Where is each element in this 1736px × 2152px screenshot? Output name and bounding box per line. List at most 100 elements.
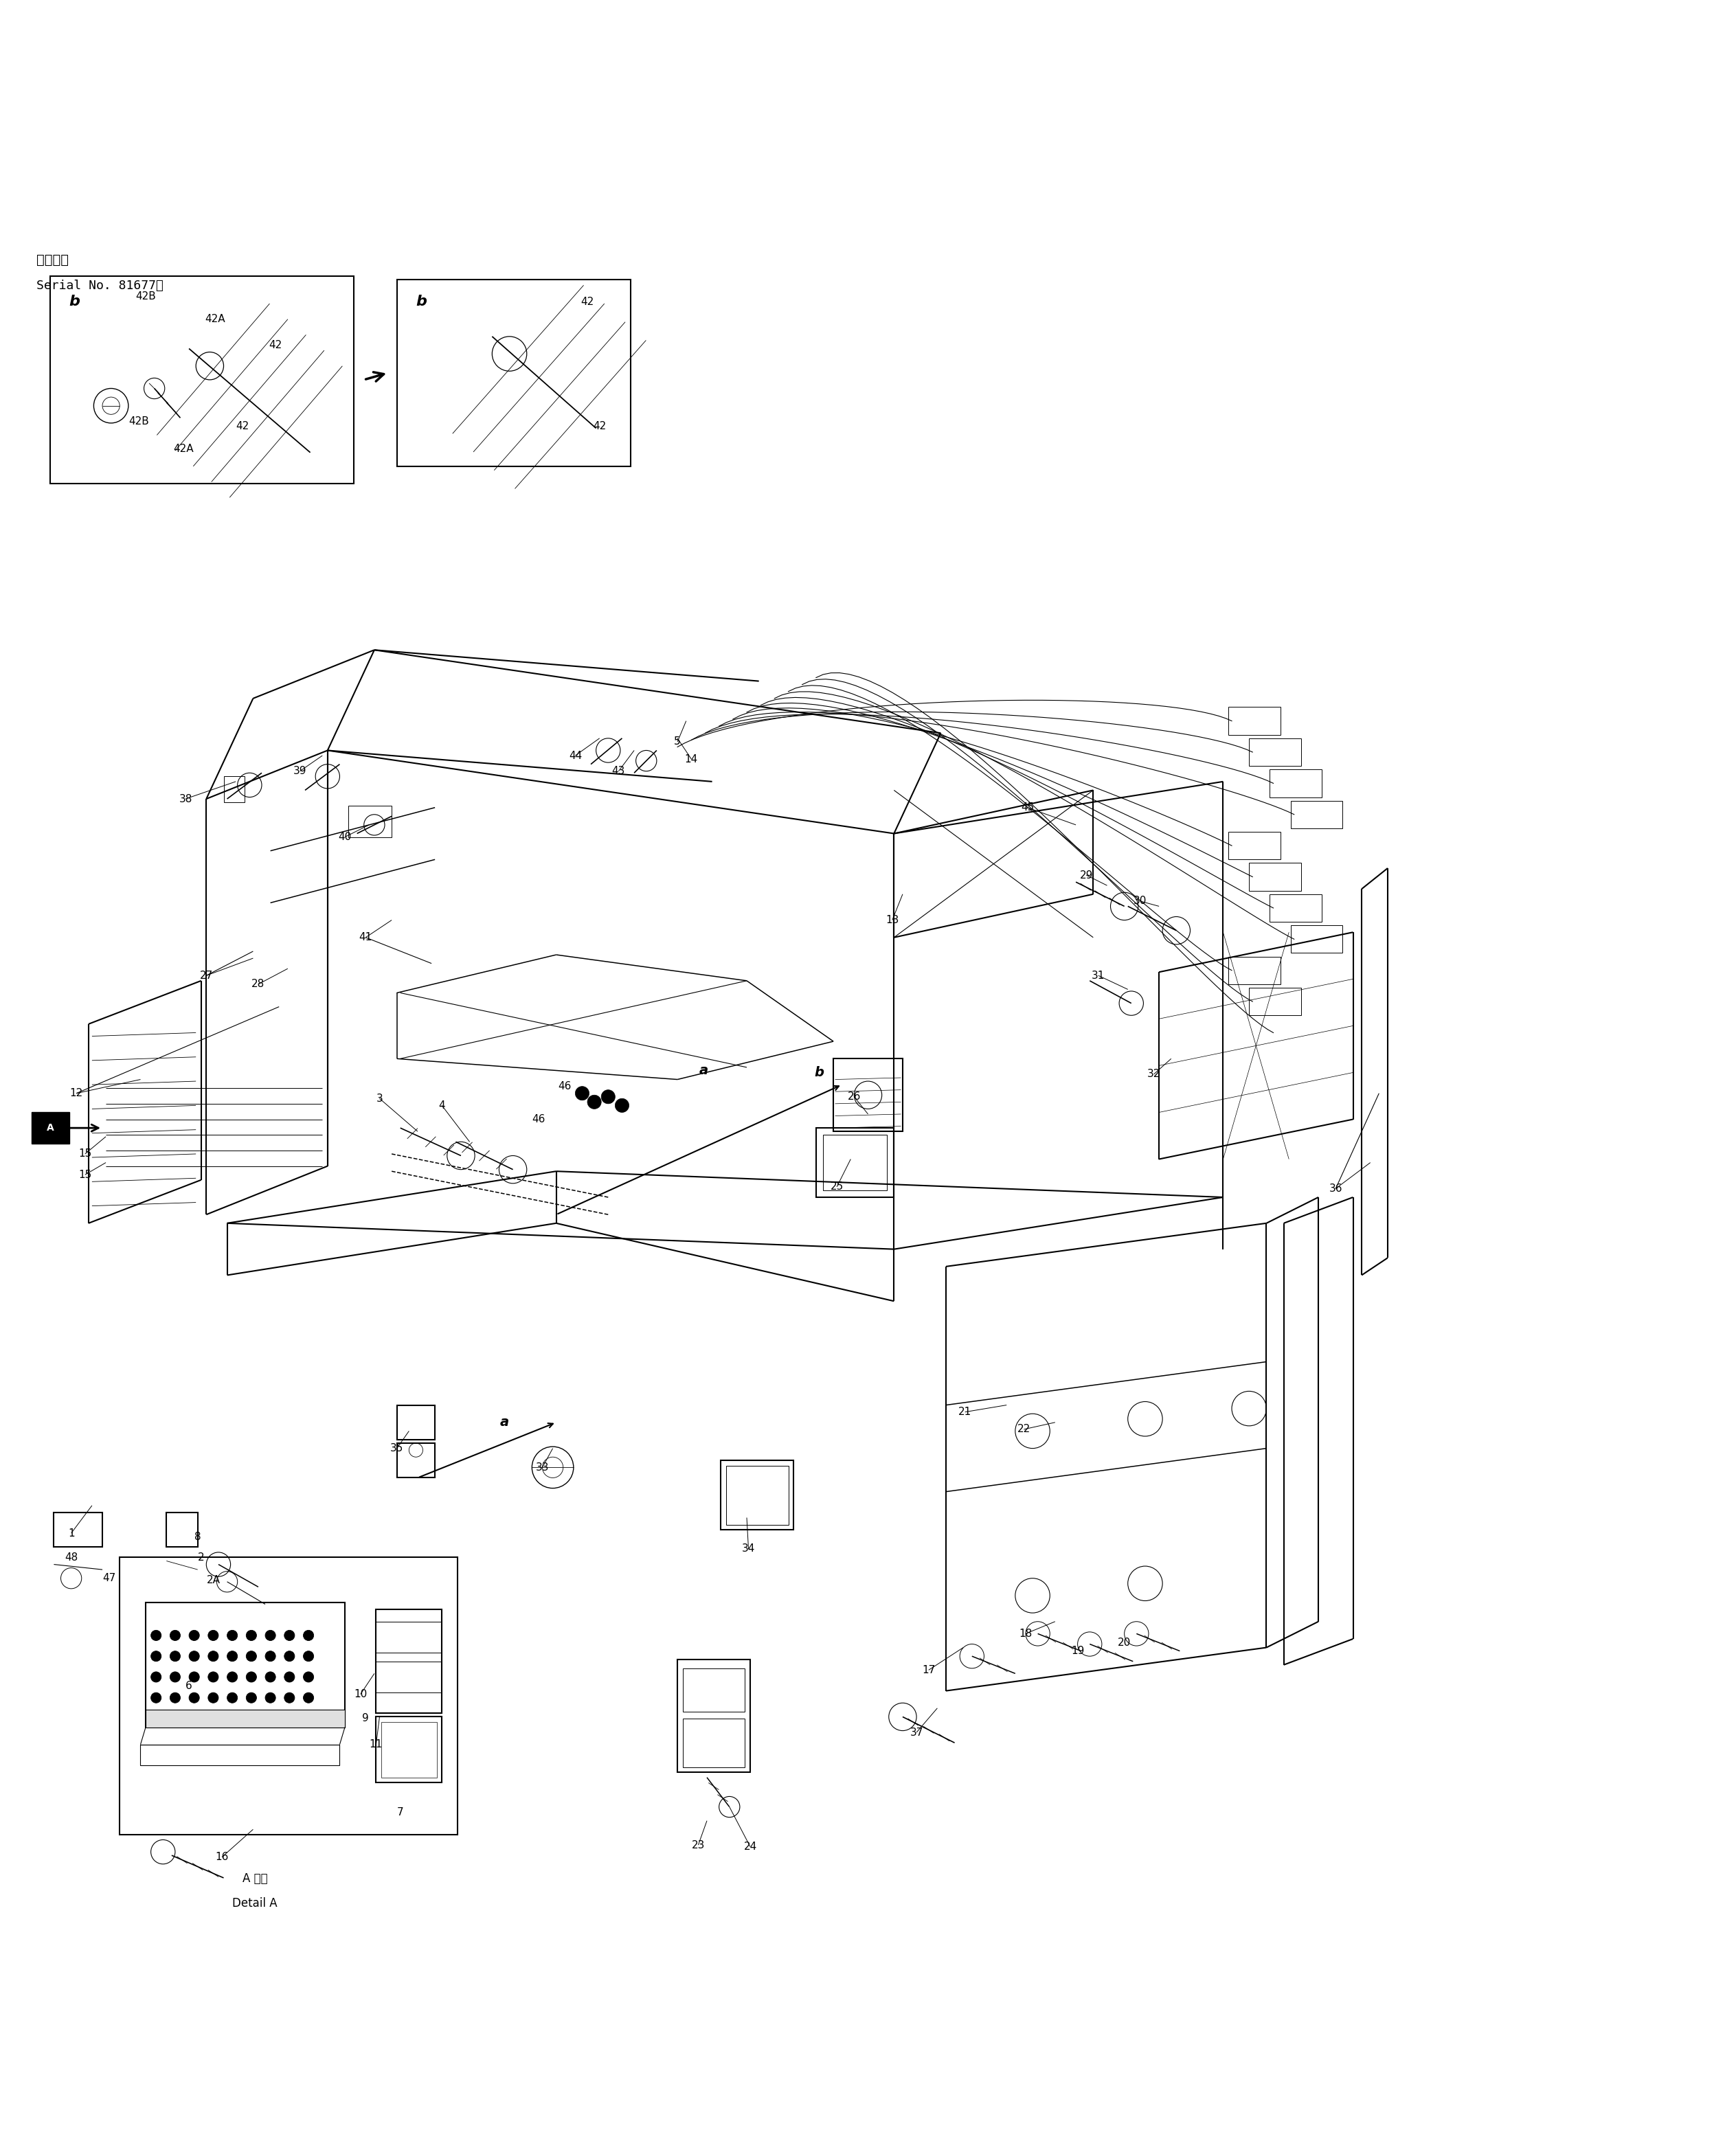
Circle shape <box>304 1672 314 1683</box>
Bar <box>682 1719 745 1767</box>
Text: 20: 20 <box>1118 1638 1130 1648</box>
FancyBboxPatch shape <box>31 1113 69 1143</box>
Circle shape <box>266 1713 276 1724</box>
Bar <box>1269 893 1321 921</box>
Circle shape <box>247 1651 257 1661</box>
Text: 42A: 42A <box>174 443 194 454</box>
Text: b: b <box>415 295 427 308</box>
Text: 37: 37 <box>910 1728 924 1737</box>
Text: 46: 46 <box>559 1080 571 1091</box>
Bar <box>377 1661 443 1694</box>
Bar <box>146 1603 345 1728</box>
Text: 17: 17 <box>922 1666 936 1674</box>
Bar <box>816 1128 894 1197</box>
Bar <box>146 1711 345 1728</box>
Text: 29: 29 <box>1080 869 1094 880</box>
Text: Serial No. 81677～: Serial No. 81677～ <box>36 280 163 293</box>
Circle shape <box>601 1089 615 1104</box>
Circle shape <box>189 1672 200 1683</box>
Bar <box>823 1134 887 1190</box>
Circle shape <box>285 1694 295 1702</box>
Circle shape <box>266 1672 276 1683</box>
Circle shape <box>304 1713 314 1724</box>
Bar <box>1290 801 1342 829</box>
Text: 47: 47 <box>102 1573 116 1584</box>
Bar <box>398 1405 436 1440</box>
Text: 48: 48 <box>64 1552 78 1562</box>
Circle shape <box>189 1631 200 1640</box>
Bar <box>726 1466 788 1524</box>
Text: 35: 35 <box>391 1444 403 1453</box>
Text: 46: 46 <box>533 1115 545 1125</box>
Bar <box>382 1722 437 1778</box>
Bar <box>167 1513 198 1547</box>
Circle shape <box>615 1098 628 1113</box>
Bar <box>1229 833 1279 859</box>
Text: 18: 18 <box>1019 1629 1033 1640</box>
Bar <box>141 1745 340 1765</box>
Text: 44: 44 <box>569 751 582 762</box>
Text: 7: 7 <box>398 1808 403 1816</box>
Circle shape <box>151 1672 161 1683</box>
Bar <box>377 1610 443 1713</box>
Text: 14: 14 <box>684 753 698 764</box>
Bar <box>1250 988 1300 1016</box>
Circle shape <box>208 1694 219 1702</box>
Text: 39: 39 <box>293 766 307 777</box>
Circle shape <box>304 1694 314 1702</box>
Text: a: a <box>500 1416 509 1429</box>
Bar <box>1250 863 1300 891</box>
Text: 2A: 2A <box>207 1575 220 1586</box>
Text: b: b <box>814 1065 825 1078</box>
Bar <box>833 1059 903 1132</box>
Text: 適用号機: 適用号機 <box>36 254 69 267</box>
Text: 42B: 42B <box>128 415 149 426</box>
Circle shape <box>189 1694 200 1702</box>
Text: 21: 21 <box>958 1407 972 1418</box>
Text: 42: 42 <box>236 422 250 433</box>
Text: 33: 33 <box>536 1461 549 1472</box>
Text: 28: 28 <box>252 979 266 990</box>
Bar <box>1290 925 1342 953</box>
Circle shape <box>227 1713 238 1724</box>
Circle shape <box>151 1694 161 1702</box>
Bar <box>1250 738 1300 766</box>
Circle shape <box>266 1651 276 1661</box>
Text: 38: 38 <box>179 794 193 805</box>
Bar <box>224 777 245 803</box>
Text: 42: 42 <box>582 297 594 308</box>
Bar <box>1229 708 1279 734</box>
Text: 5: 5 <box>674 736 681 747</box>
Circle shape <box>227 1672 238 1683</box>
Bar <box>398 1444 436 1478</box>
Text: 32: 32 <box>1147 1070 1160 1080</box>
Circle shape <box>266 1694 276 1702</box>
Bar <box>677 1659 750 1773</box>
Circle shape <box>151 1713 161 1724</box>
Circle shape <box>208 1631 219 1640</box>
Text: 24: 24 <box>743 1842 757 1853</box>
Circle shape <box>247 1672 257 1683</box>
Circle shape <box>189 1713 200 1724</box>
Circle shape <box>170 1713 181 1724</box>
Text: 45: 45 <box>1021 803 1035 813</box>
Text: 10: 10 <box>354 1689 366 1700</box>
Text: 2: 2 <box>198 1552 205 1562</box>
Text: 40: 40 <box>339 833 351 841</box>
Text: 13: 13 <box>885 915 899 925</box>
Bar <box>54 1513 102 1547</box>
Circle shape <box>170 1631 181 1640</box>
Bar <box>50 275 354 484</box>
Text: Detail A: Detail A <box>233 1896 278 1909</box>
Text: 25: 25 <box>830 1181 844 1192</box>
Text: A: A <box>47 1123 54 1132</box>
Bar <box>349 805 392 837</box>
Circle shape <box>304 1631 314 1640</box>
Text: 42B: 42B <box>135 291 156 301</box>
Text: 42: 42 <box>269 340 283 351</box>
Bar <box>377 1623 443 1653</box>
Text: 26: 26 <box>847 1091 861 1102</box>
Circle shape <box>208 1713 219 1724</box>
Circle shape <box>227 1631 238 1640</box>
Circle shape <box>247 1694 257 1702</box>
